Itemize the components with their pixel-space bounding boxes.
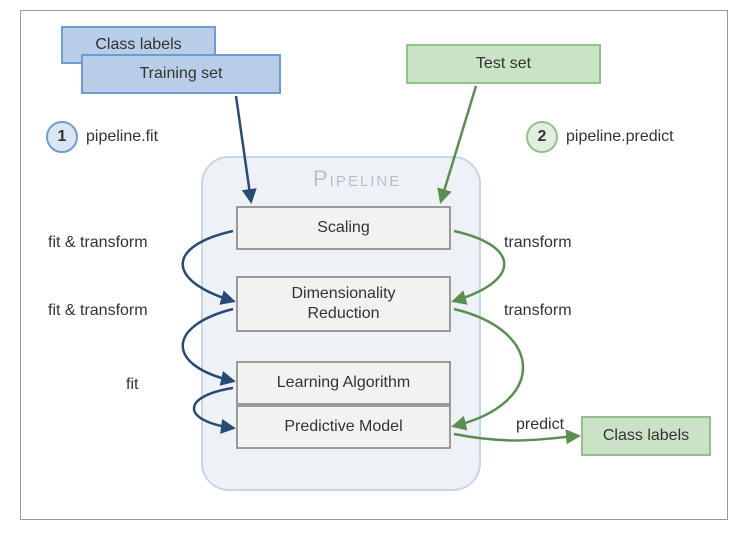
- class-labels-output-text: Class labels: [603, 426, 689, 446]
- stage-dimred-label: Dimensionality Reduction: [291, 284, 395, 324]
- stage-scaling: Scaling: [236, 206, 451, 250]
- test-set-text: Test set: [476, 54, 531, 74]
- step-1-num: 1: [58, 128, 67, 146]
- pipeline-title: Pipeline: [313, 166, 401, 192]
- class-labels-top-text: Class labels: [95, 35, 181, 55]
- class-labels-output-box: Class labels: [581, 416, 711, 456]
- stage-predictive-model: Predictive Model: [236, 405, 451, 449]
- test-set-box: Test set: [406, 44, 601, 84]
- stage-learning-algorithm: Learning Algorithm: [236, 361, 451, 405]
- edge-label-transform-1: transform: [504, 234, 572, 252]
- step-1-badge: 1: [46, 121, 78, 153]
- outer-frame: Class labels Training set Test set 1 pip…: [20, 10, 728, 520]
- edge-label-fit-transform-1: fit & transform: [48, 234, 148, 252]
- diagram-canvas: Class labels Training set Test set 1 pip…: [26, 16, 724, 516]
- training-set-box: Training set: [81, 54, 281, 94]
- step-2-badge: 2: [526, 121, 558, 153]
- stage-scaling-label: Scaling: [317, 218, 369, 238]
- pipeline-predict-label: pipeline.predict: [566, 128, 674, 146]
- training-set-text: Training set: [140, 64, 223, 84]
- edge-label-fit: fit: [126, 376, 138, 394]
- edge-label-transform-2: transform: [504, 302, 572, 320]
- edge-label-fit-transform-2: fit & transform: [48, 302, 148, 320]
- edge-label-predict: predict: [516, 416, 564, 434]
- pipeline-fit-label: pipeline.fit: [86, 128, 158, 146]
- step-2-num: 2: [538, 128, 547, 146]
- stage-dimred: Dimensionality Reduction: [236, 276, 451, 332]
- stage-predmodel-label: Predictive Model: [284, 417, 402, 437]
- stage-learning-label: Learning Algorithm: [277, 373, 410, 393]
